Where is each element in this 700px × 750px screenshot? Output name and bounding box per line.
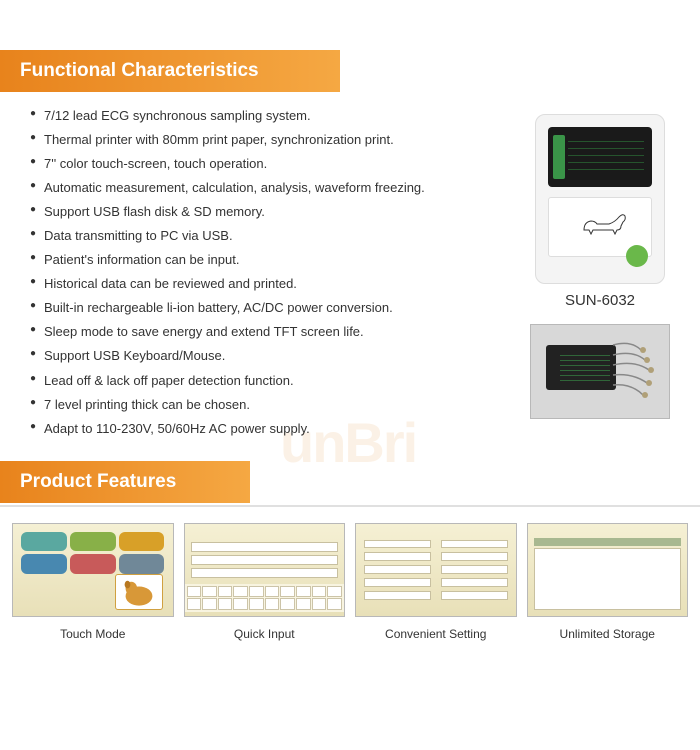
dog-photo-icon <box>115 574 163 610</box>
bullet-item: Automatic measurement, calculation, anal… <box>30 176 510 200</box>
bullet-item: 7/12 lead ECG synchronous sampling syste… <box>30 104 510 128</box>
storage-thumb <box>527 523 689 617</box>
feature-quick-input: Quick Input <box>184 523 346 641</box>
touch-icon <box>70 532 116 552</box>
settings-col <box>441 540 508 600</box>
touch-icon <box>119 532 165 552</box>
feature-caption: Touch Mode <box>60 627 125 641</box>
device-illustration <box>535 114 665 284</box>
functional-title: Functional Characteristics <box>20 60 259 81</box>
bullet-item: Data transmitting to PC via USB. <box>30 224 510 248</box>
feature-touch-mode: Touch Mode <box>12 523 174 641</box>
settings-col <box>364 540 431 600</box>
feature-unlimited-storage: Unlimited Storage <box>527 523 689 641</box>
feature-caption: Convenient Setting <box>385 627 486 641</box>
leads-icon <box>611 335 661 410</box>
bullet-item: Support USB Keyboard/Mouse. <box>30 344 510 368</box>
device-column: SUN-6032 <box>520 104 680 441</box>
touch-icons-grid <box>13 524 173 582</box>
storage-table <box>528 524 688 616</box>
dog-outline-icon <box>579 208 629 238</box>
feature-caption: Unlimited Storage <box>560 627 655 641</box>
bullet-item: Support USB flash disk & SD memory. <box>30 200 510 224</box>
touch-icon <box>119 554 165 574</box>
touch-icon <box>70 554 116 574</box>
touch-icon <box>21 532 67 552</box>
touch-mode-thumb <box>12 523 174 617</box>
bullet-item: Sleep mode to save energy and extend TFT… <box>30 320 510 344</box>
bullet-item: 7'' color touch-screen, touch operation. <box>30 152 510 176</box>
input-fields <box>185 524 345 584</box>
functional-header: Functional Characteristics <box>0 50 340 92</box>
features-strip: Touch Mode Quick Input <box>0 507 700 641</box>
functional-content: 7/12 lead ECG synchronous sampling syste… <box>0 92 700 441</box>
dog-icon <box>116 575 162 610</box>
features-header: Product Features <box>0 461 250 503</box>
accessory-screen <box>546 345 616 390</box>
feature-caption: Quick Input <box>234 627 295 641</box>
device-model-label: SUN-6032 <box>565 292 635 309</box>
keyboard-icon <box>185 584 345 612</box>
setting-thumb <box>355 523 517 617</box>
device-screen-accent <box>553 135 565 179</box>
bullet-item: Patient's information can be input. <box>30 248 510 272</box>
input-row <box>191 568 339 578</box>
functional-bullets: 7/12 lead ECG synchronous sampling syste… <box>30 104 510 441</box>
features-title: Product Features <box>20 471 176 492</box>
bullet-item: Adapt to 110-230V, 50/60Hz AC power supp… <box>30 417 510 441</box>
device-screen <box>548 127 652 187</box>
table-header <box>534 538 682 546</box>
settings-columns <box>356 524 516 616</box>
bullet-item: Built-in rechargeable li-ion battery, AC… <box>30 296 510 320</box>
bullet-item: 7 level printing thick can be chosen. <box>30 393 510 417</box>
touch-icon <box>21 554 67 574</box>
input-row <box>191 555 339 565</box>
feature-convenient-setting: Convenient Setting <box>355 523 517 641</box>
bullet-item: Thermal printer with 80mm print paper, s… <box>30 128 510 152</box>
bullet-item: Lead off & lack off paper detection func… <box>30 369 510 393</box>
accessories-thumb <box>530 324 670 419</box>
quick-input-thumb <box>184 523 346 617</box>
bullet-item: Historical data can be reviewed and prin… <box>30 272 510 296</box>
input-row <box>191 542 339 552</box>
table-body <box>534 548 682 610</box>
device-power-button <box>626 245 648 267</box>
